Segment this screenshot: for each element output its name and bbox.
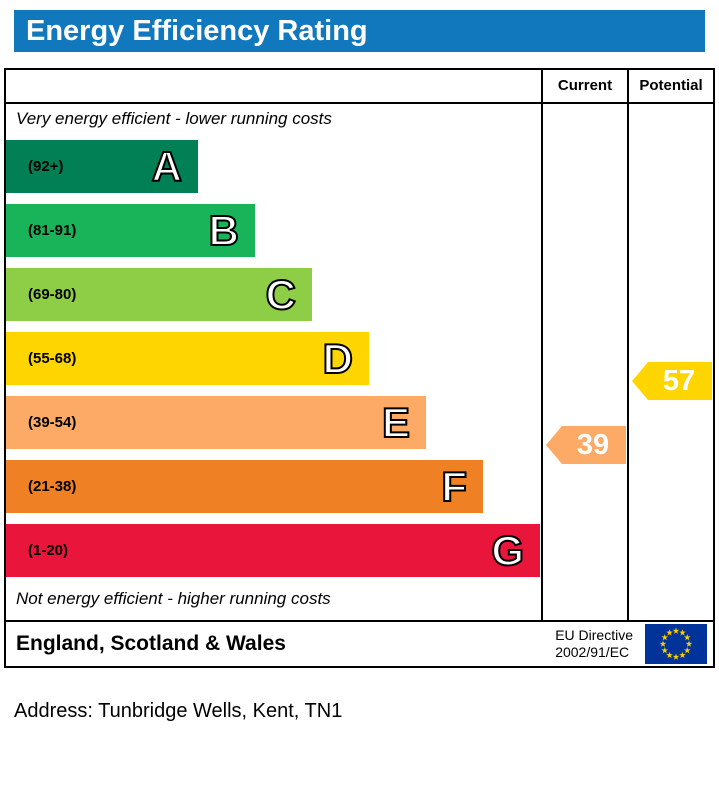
potential-column-header: Potential	[639, 77, 703, 94]
band-a: (92+) A	[6, 140, 198, 193]
eu-flag-icon	[645, 624, 707, 664]
band-e: (39-54) E	[6, 396, 426, 449]
top-note: Very energy efficient - lower running co…	[16, 109, 332, 128]
band-letter: B	[208, 206, 240, 254]
band-letter: C	[265, 270, 297, 318]
page-title: Energy Efficiency Rating	[26, 14, 368, 47]
potential-rating-arrow: 57	[632, 362, 712, 400]
band-range-label: (1-20)	[28, 542, 69, 559]
current-column-header: Current	[557, 77, 613, 94]
band-range-label: (69-80)	[28, 286, 77, 303]
band-range-label: (81-91)	[28, 222, 77, 239]
band-f: (21-38) F	[6, 460, 483, 513]
band-range-label: (92+)	[28, 158, 64, 175]
band-g: (1-20) G	[6, 524, 540, 577]
band-letter: A	[151, 142, 183, 190]
chart-header-row: Current Potential	[6, 70, 713, 104]
band-letter: E	[381, 398, 411, 446]
potential-rating-value: 57	[662, 364, 696, 397]
band-c: (69-80) C	[6, 268, 312, 321]
potential-column-divider	[627, 70, 629, 620]
current-column-divider	[541, 70, 543, 620]
band-letter: G	[490, 526, 525, 574]
band-letter: D	[322, 334, 354, 382]
band-range-label: (39-54)	[28, 414, 77, 431]
title-bar: Energy Efficiency Rating	[14, 10, 705, 52]
current-rating-value: 39	[576, 428, 610, 461]
eu-directive-line2: 2002/91/EC	[555, 644, 630, 660]
band-b: (81-91) B	[6, 204, 255, 257]
eu-directive-line1: EU Directive	[555, 627, 633, 643]
bottom-note: Not energy efficient - higher running co…	[16, 589, 331, 608]
footer-bar: England, Scotland & Wales EU Directive 2…	[4, 620, 715, 668]
band-letter: F	[440, 462, 468, 510]
address-line: Address: Tunbridge Wells, Kent, TN1	[14, 700, 343, 722]
energy-rating-chart: Current Potential Very energy efficient …	[4, 68, 715, 622]
current-rating-arrow: 39	[546, 426, 626, 464]
region-label: England, Scotland & Wales	[16, 632, 286, 655]
eu-directive-label: EU Directive 2002/91/EC	[555, 627, 633, 661]
band-range-label: (55-68)	[28, 350, 77, 367]
band-d: (55-68) D	[6, 332, 369, 385]
band-range-label: (21-38)	[28, 478, 77, 495]
